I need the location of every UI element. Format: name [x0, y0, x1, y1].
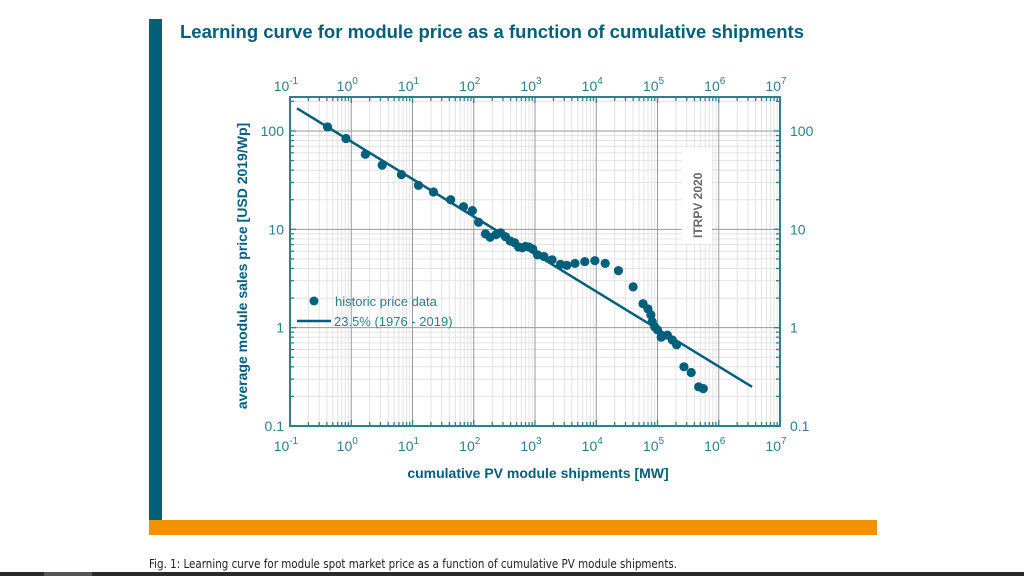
- data-point: [652, 325, 663, 335]
- x-tick-label-top: 105: [643, 76, 665, 94]
- y-tick-labels-left: 0.1 1 10 100: [261, 123, 285, 434]
- watermark: ITRPV 2020: [691, 172, 705, 238]
- x-tick-label-bottom: 103: [520, 436, 542, 454]
- x-tick-label-top: 100: [337, 76, 359, 94]
- data-point: [646, 310, 656, 320]
- ticks: [289, 97, 780, 427]
- accent-bar-horizontal: [149, 520, 877, 535]
- x-axis-title: cumulative PV module shipments [MW]: [407, 465, 668, 481]
- data-point: [698, 384, 708, 394]
- watermark-background: [682, 148, 712, 244]
- y-axis-title: average module sales price [USD 2019/Wp]: [234, 123, 250, 409]
- y-tick-label-left: 0.1: [265, 418, 285, 434]
- x-tick-label-bottom: 107: [765, 436, 787, 454]
- x-tick-label-bottom: 10-1: [274, 436, 299, 454]
- y-tick-label-left: 10: [268, 221, 284, 237]
- data-point: [613, 266, 624, 276]
- data-point: [473, 217, 484, 227]
- y-tick-label-right: 1: [790, 320, 798, 336]
- legend-marker-dot: [309, 296, 319, 306]
- data-point: [413, 180, 424, 190]
- data-point: [446, 195, 456, 205]
- data-point: [679, 362, 689, 372]
- data-point: [396, 170, 407, 180]
- x-tick-label-top: 104: [582, 76, 604, 94]
- legend: historic price data 23.5% (1976 - 2019): [297, 294, 453, 329]
- legend-label-scatter: historic price data: [335, 294, 438, 309]
- data-point: [377, 160, 387, 170]
- x-tick-label-bottom: 101: [398, 436, 420, 454]
- data-point: [322, 122, 333, 132]
- x-tick-label-bottom: 104: [582, 436, 604, 454]
- data-point: [341, 133, 351, 144]
- y-tick-label-left: 100: [261, 123, 285, 139]
- data-point: [547, 255, 557, 265]
- data-points: [322, 122, 708, 394]
- x-tick-label-top: 107: [765, 76, 787, 94]
- data-point: [562, 260, 572, 270]
- data-point: [467, 206, 477, 216]
- data-point: [600, 258, 610, 269]
- legend-label-line: 23.5% (1976 - 2019): [334, 314, 453, 329]
- data-point: [671, 340, 682, 350]
- data-point: [458, 202, 469, 212]
- y-tick-label-right: 10: [790, 221, 806, 237]
- x-tick-labels-top: 10-1 100 101 102 103 104 105 106 107: [274, 76, 787, 94]
- x-tick-label-bottom: 106: [704, 436, 726, 454]
- data-point: [428, 187, 439, 197]
- figure-caption: Fig. 1: Learning curve for module spot m…: [149, 557, 678, 571]
- data-point: [580, 256, 590, 267]
- data-point: [628, 282, 638, 292]
- data-point: [686, 367, 696, 378]
- x-tick-label-top: 10-1: [274, 76, 299, 94]
- accent-bar-vertical: [149, 19, 162, 522]
- y-tick-labels-right: 0.1 1 10 100: [790, 123, 814, 434]
- y-tick-label-left: 1: [276, 320, 284, 336]
- x-tick-label-top: 106: [704, 76, 726, 94]
- data-point: [539, 251, 549, 262]
- x-tick-label-top: 103: [520, 76, 542, 94]
- x-tick-label-bottom: 102: [459, 436, 481, 454]
- y-tick-label-right: 100: [790, 123, 814, 139]
- y-tick-label-right: 0.1: [790, 418, 810, 434]
- data-point: [570, 258, 580, 269]
- chart-title: Learning curve for module price as a fun…: [180, 21, 804, 42]
- data-point: [360, 149, 370, 159]
- divider-line: [0, 572, 1024, 576]
- x-tick-label-bottom: 100: [337, 436, 359, 454]
- data-point: [590, 256, 600, 266]
- x-tick-label-top: 101: [398, 76, 420, 94]
- x-tick-label-bottom: 105: [643, 436, 665, 454]
- x-tick-label-top: 102: [459, 76, 481, 94]
- x-tick-labels-bottom: 10-1 100 101 102 103 104 105 106 107: [274, 436, 787, 454]
